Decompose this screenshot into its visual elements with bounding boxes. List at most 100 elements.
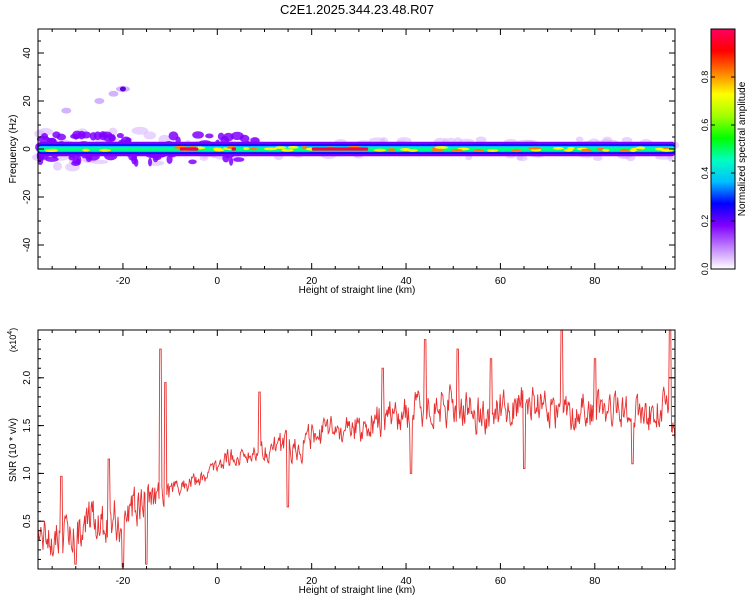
spectrogram-purple-blob xyxy=(188,159,197,165)
spectrogram-hot-spot xyxy=(635,146,646,150)
snr-marks xyxy=(37,329,676,568)
spectrogram-halo-blob xyxy=(575,136,584,143)
spectrogram-x-tick-label: 40 xyxy=(400,276,412,287)
spectrogram-purple-blob xyxy=(89,132,97,141)
spectrogram-purple-blob xyxy=(229,157,234,166)
spectrogram-hot-spot xyxy=(528,146,542,150)
spectrogram-purple-blob xyxy=(233,157,245,162)
spectrogram-hot-segment xyxy=(311,147,369,151)
snr-ticks: -20 0 20 40 60 80 0.5 1.0 1.5 2.0 xyxy=(22,329,675,587)
spectrogram-hot-spot xyxy=(451,148,463,152)
spectrogram-frame xyxy=(37,28,676,270)
spectrogram-hot-spot xyxy=(473,149,484,152)
spectrogram-hot-spot xyxy=(511,149,522,153)
spectrogram-purple-blob xyxy=(217,132,225,141)
spectrogram-halo-blob xyxy=(602,136,613,144)
snr-x-tick-label: 0 xyxy=(215,576,221,587)
spectrogram-hot-spot xyxy=(243,147,250,151)
spectrogram-hot-spot xyxy=(82,148,91,152)
colorbar-tick-label: 0.0 xyxy=(700,263,710,276)
snr-y-axis-label: SNR (10 * v/v) xyxy=(8,418,19,482)
colorbar-tick-label: 0.8 xyxy=(700,71,710,84)
spectrogram-purple-blob xyxy=(134,158,139,167)
spectrogram-purple-blob xyxy=(116,132,124,139)
spectrogram-purple-blob xyxy=(71,160,81,166)
spectrogram-x-tick-label: 80 xyxy=(589,276,601,287)
spectrogram-hot-spot xyxy=(581,148,592,152)
spectrogram-purple-blob xyxy=(168,131,179,141)
spectrogram-x-tick-label: 20 xyxy=(306,276,318,287)
snr-plot-area xyxy=(38,330,675,569)
spectrogram-y-tick-label: -20 xyxy=(22,189,33,204)
spectrogram-purple-blob xyxy=(166,155,173,164)
snr-y-tick-label: 0.5 xyxy=(22,514,33,528)
spectrogram-purple-blob xyxy=(148,157,153,167)
spectrogram-panel: -20 0 20 40 60 80 -40 -20 0 20 40 Height of straig… xyxy=(8,28,680,296)
spectrogram-purple-blob xyxy=(56,133,67,141)
snr-x-tick-label: 80 xyxy=(589,576,601,587)
snr-y-tick-label: 1.5 xyxy=(22,418,33,432)
spectrogram-hot-segment xyxy=(179,147,199,151)
spectrogram-purple-blob xyxy=(230,131,244,141)
colorbar-ticks: 0.0 0.2 0.4 0.6 0.8 xyxy=(700,71,735,276)
spectrogram-hot-spot xyxy=(373,148,387,152)
spectrogram-hot-spot xyxy=(250,147,258,151)
spectrogram-purple-blob xyxy=(70,134,78,139)
spectrogram-halo-blob xyxy=(475,136,487,144)
snr-y-tick-label: 2.0 xyxy=(22,370,33,384)
spectrogram-halo-blob xyxy=(199,154,209,161)
spectrogram-hot-spot xyxy=(431,148,444,152)
snr-series-line xyxy=(37,329,676,568)
colorbar-label: Normalized spectral amplitude xyxy=(737,81,748,216)
spectrogram-alias-blob xyxy=(61,107,72,114)
snr-y-tick-label: 1.0 xyxy=(22,466,33,480)
spectrogram-hot-spot xyxy=(275,146,287,149)
spectrogram-hot-spot xyxy=(387,148,396,152)
spectrogram-hot-spot xyxy=(602,148,610,152)
spectrogram-hot-spot xyxy=(98,148,112,152)
spectrogram-hot-spot xyxy=(287,146,299,149)
snr-panel: -20 0 20 40 60 80 0.5 1.0 1.5 2.0 Height of strai… xyxy=(7,328,676,596)
spectrogram-hot-spot xyxy=(213,148,225,152)
spectrogram-purple-blob xyxy=(101,131,113,138)
snr-exponent-label: (x104) xyxy=(7,328,18,352)
spectrogram-x-tick-label: 60 xyxy=(495,276,507,287)
colorbar-tick-label: 0.6 xyxy=(700,119,710,132)
spectrogram-purple-blob xyxy=(41,132,49,140)
spectrogram-purple-blob xyxy=(192,131,204,139)
spectrogram-hot-spot xyxy=(619,148,630,152)
colorbar-gradient xyxy=(711,29,735,269)
spectrogram-purple-blob xyxy=(205,133,214,139)
spectrogram-purple-blob xyxy=(44,156,59,162)
snr-x-tick-label: -20 xyxy=(116,576,131,587)
spectrogram-hot-spot xyxy=(654,147,664,151)
spectrogram-halo-blob xyxy=(592,155,603,162)
snr-x-axis-label: Height of straight line (km) xyxy=(299,585,416,596)
spectrogram-y-tick-label: 20 xyxy=(22,95,33,107)
spectrogram-x-tick-label: -20 xyxy=(116,276,131,287)
figure-title: C2E1.2025.344.23.48.R07 xyxy=(280,2,434,17)
spectrogram-hot-spot xyxy=(486,149,499,152)
colorbar: 0.0 0.2 0.4 0.6 0.8 Normalized spectral ampl… xyxy=(700,28,748,276)
spectrogram-y-tick-label: 0 xyxy=(22,146,33,152)
spectrogram-alias-blob xyxy=(94,98,105,104)
colorbar-frame xyxy=(710,28,736,270)
spectrogram-hot-spot xyxy=(434,146,449,149)
colorbar-tick-label: 0.2 xyxy=(700,215,710,228)
spectrogram-marks xyxy=(32,86,680,172)
spectrogram-hot-spot xyxy=(49,148,58,152)
snr-x-tick-label: 60 xyxy=(495,576,507,587)
spectrogram-x-axis-label: Height of straight line (km) xyxy=(299,285,416,296)
spectrogram-hot-spot xyxy=(563,148,573,152)
spectrogram-hot-spot xyxy=(281,148,294,152)
spectrogram-purple-blob xyxy=(77,130,86,140)
spectrogram-halo-blob xyxy=(131,126,149,135)
spectrogram-alias-core xyxy=(119,86,126,92)
spectrogram-halo-blob xyxy=(53,161,63,171)
spectrogram-y-tick-label: 40 xyxy=(22,47,33,59)
spectrogram-hot-spot xyxy=(629,149,637,152)
spectrogram-y-axis-label: Frequency (Hz) xyxy=(8,115,19,184)
spectrogram-halo-blob xyxy=(621,136,633,144)
spectrogram-hot-spot xyxy=(263,147,278,151)
